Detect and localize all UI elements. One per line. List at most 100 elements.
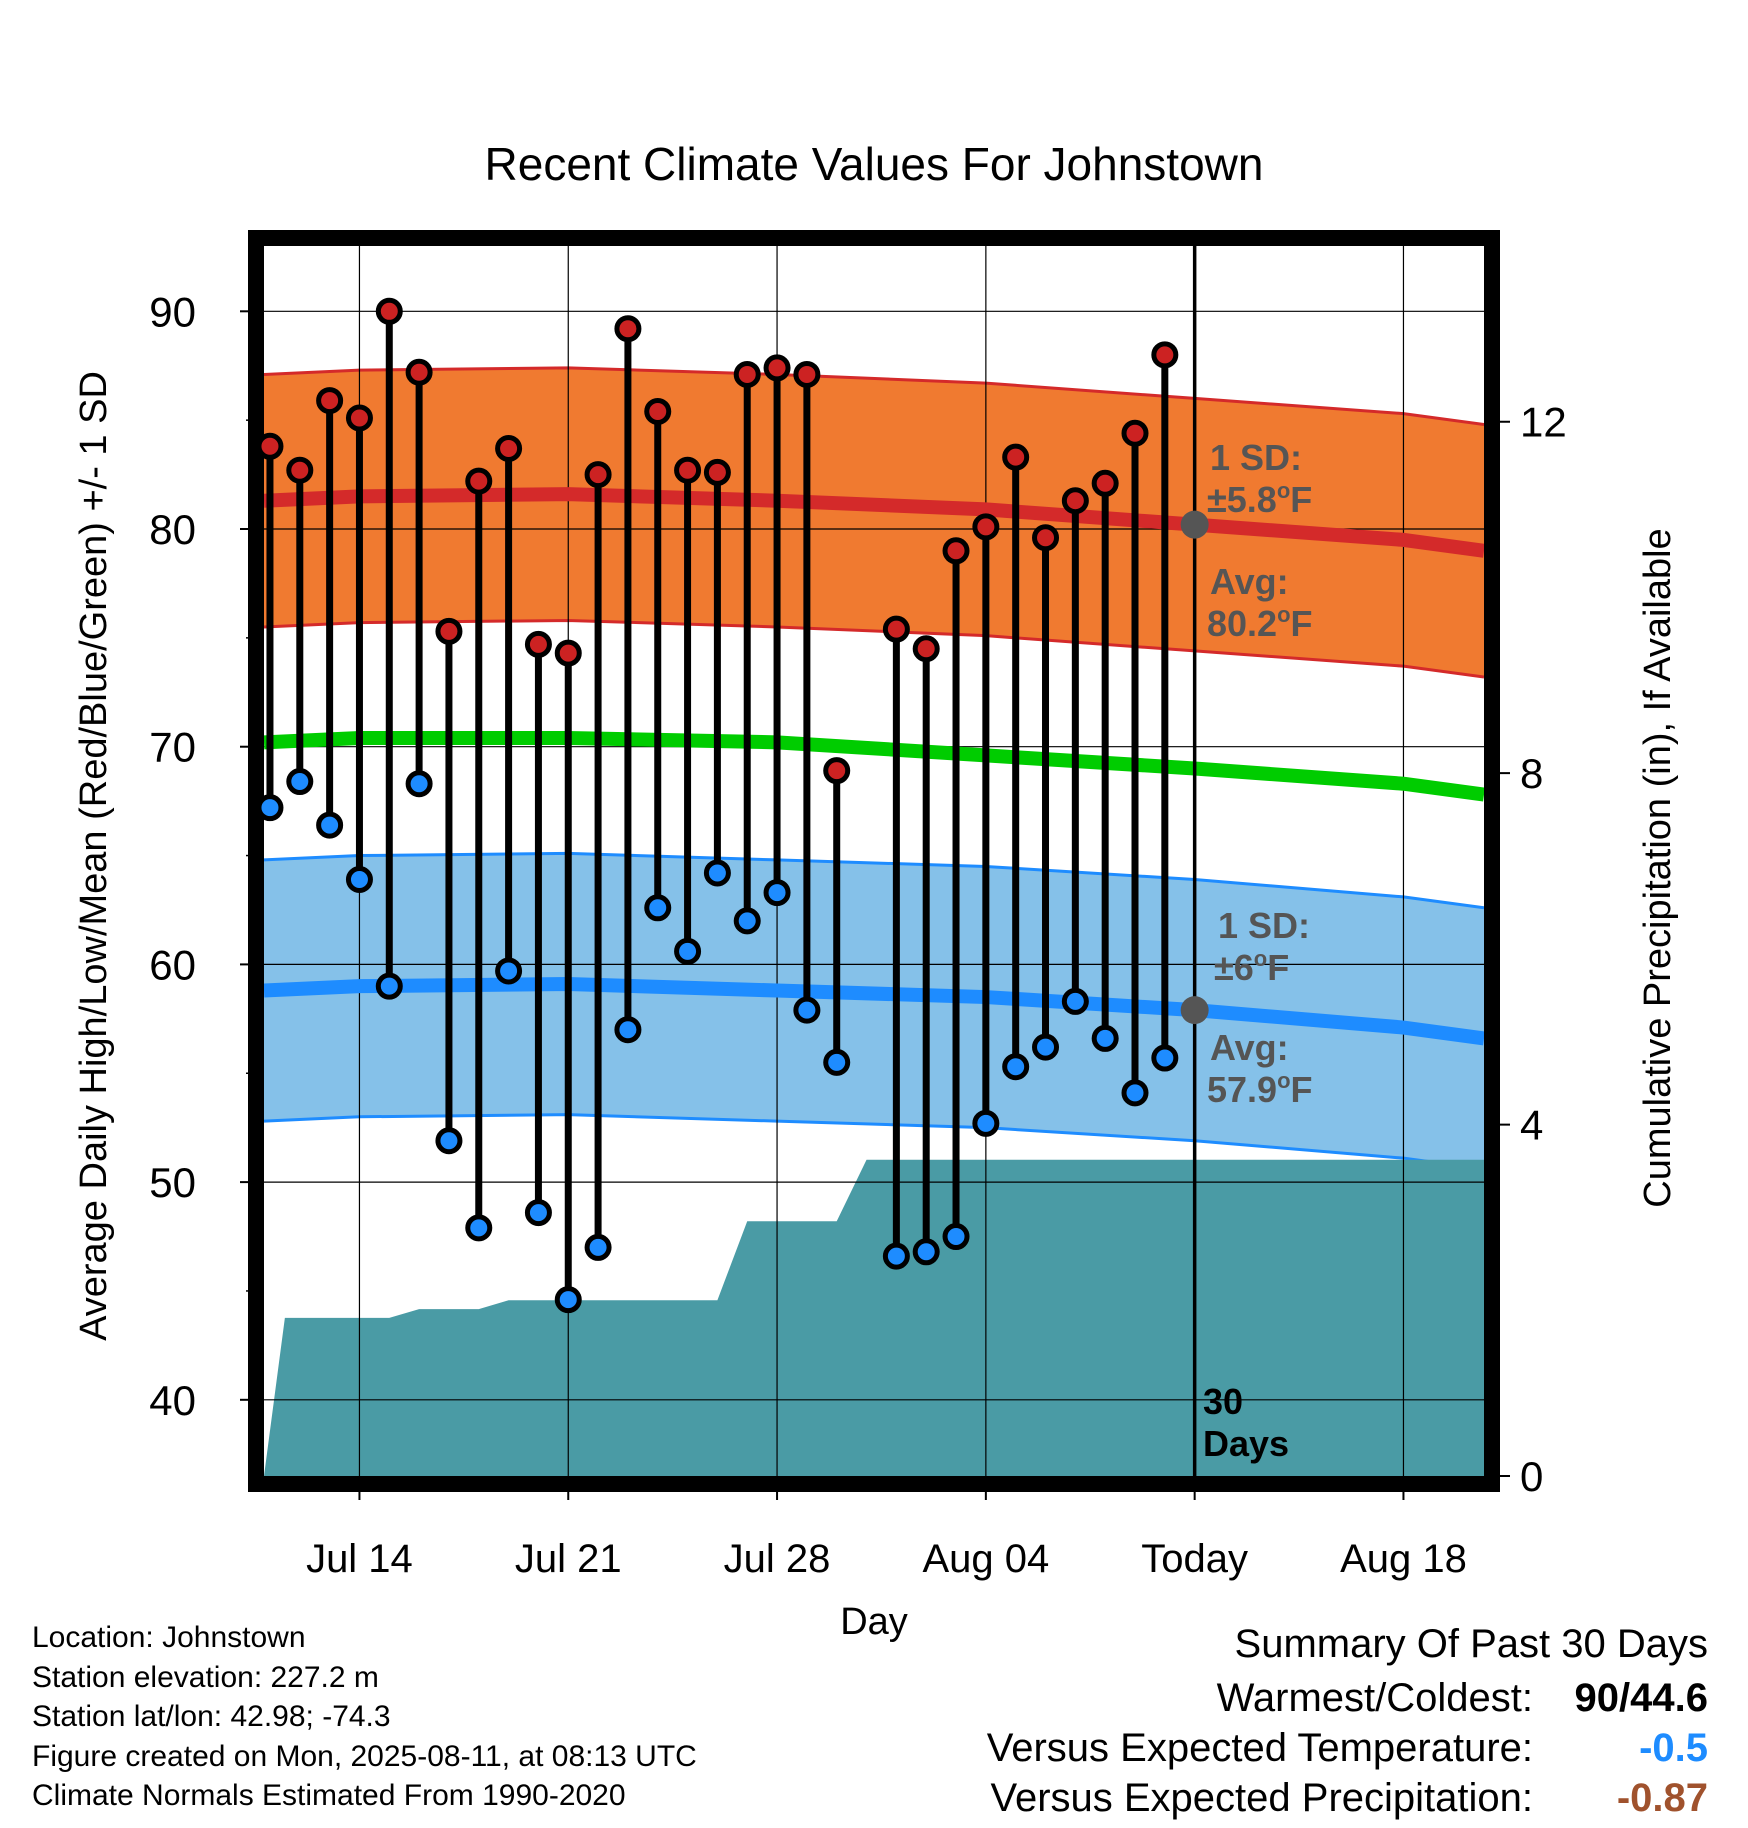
daily-high-point bbox=[286, 456, 314, 484]
daily-high-point bbox=[644, 397, 672, 425]
daily-low-point bbox=[554, 1286, 582, 1314]
daily-low-point bbox=[524, 1199, 552, 1227]
daily-low-point bbox=[763, 879, 791, 907]
daily-low-point bbox=[1061, 987, 1089, 1015]
temp-departure-value: -0.5 bbox=[1639, 1726, 1708, 1770]
y-tick-label: 70 bbox=[149, 724, 196, 771]
x-tick-label: Today bbox=[1141, 1537, 1248, 1581]
high-sd-upper-line bbox=[264, 366, 1484, 426]
daily-low-point bbox=[465, 1214, 493, 1242]
low-sd-lower-line bbox=[264, 1113, 1484, 1171]
y2-tick-label: 4 bbox=[1520, 1102, 1543, 1149]
daily-low-point bbox=[375, 972, 403, 1000]
y2-axis-label: Cumulative Precipitation (in), If Availa… bbox=[1637, 528, 1679, 1207]
cumulative-precip-area bbox=[264, 1159, 1484, 1476]
x-tick-label: Aug 04 bbox=[922, 1537, 1049, 1581]
daily-high-point bbox=[1032, 524, 1060, 552]
daily-high-point bbox=[584, 461, 612, 489]
y-axis-label: Average Daily High/Low/Mean (Red/Blue/Gr… bbox=[73, 371, 115, 1341]
daily-high-point bbox=[823, 757, 851, 785]
x-axis-label: Day bbox=[840, 1601, 908, 1643]
x-tick-label: Jul 14 bbox=[306, 1537, 413, 1581]
daily-high-point bbox=[1061, 487, 1089, 515]
high-sd-band bbox=[264, 367, 1484, 678]
today-low-avg-marker bbox=[1180, 996, 1209, 1025]
y-tick-label: 40 bbox=[149, 1377, 196, 1424]
daily-low-point bbox=[584, 1233, 612, 1261]
daily-low-point bbox=[614, 1016, 642, 1044]
daily-high-point bbox=[554, 639, 582, 667]
daily-high-point bbox=[1151, 341, 1179, 369]
daily-high-point bbox=[1121, 419, 1149, 447]
y-tick-label: 80 bbox=[149, 506, 196, 553]
x-tick-label: Jul 28 bbox=[724, 1537, 831, 1581]
daily-high-point bbox=[733, 360, 761, 388]
daily-high-point bbox=[703, 458, 731, 486]
x-tick-label: Jul 21 bbox=[515, 1537, 622, 1581]
daily-high-point bbox=[1002, 443, 1030, 471]
daily-low-point bbox=[942, 1223, 970, 1251]
latlon-text: Station lat/lon: 42.98; -74.3 bbox=[32, 1700, 391, 1733]
daily-high-point bbox=[882, 615, 910, 643]
today-high-avg-marker bbox=[1180, 510, 1209, 539]
daily-high-point bbox=[495, 434, 523, 462]
warmest-coldest-value: 90/44.6 bbox=[1574, 1676, 1708, 1720]
precip-departure-label: Versus Expected Precipitation: bbox=[990, 1776, 1533, 1820]
high-sd-lower-line bbox=[264, 618, 1484, 679]
daily-low-point bbox=[286, 768, 314, 796]
daily-high-point bbox=[465, 467, 493, 495]
daily-low-point bbox=[435, 1127, 463, 1155]
daily-low-point bbox=[1121, 1079, 1149, 1107]
x-tick-label: Aug 18 bbox=[1340, 1537, 1467, 1581]
summary-row-temperature: Versus Expected Temperature: -0.5 bbox=[987, 1726, 1708, 1776]
daily-high-point bbox=[375, 297, 403, 325]
daily-low-point bbox=[644, 894, 672, 922]
low-sd-value: ±6oF bbox=[1214, 946, 1289, 988]
window-unit-label: Days bbox=[1203, 1423, 1289, 1464]
low-avg-value: 57.9oF bbox=[1207, 1068, 1313, 1110]
daily-low-point bbox=[316, 811, 344, 839]
temp-departure-label: Versus Expected Temperature: bbox=[986, 1726, 1533, 1770]
created-text: Figure created on Mon, 2025-08-11, at 08… bbox=[32, 1739, 697, 1773]
daily-low-point bbox=[912, 1238, 940, 1266]
daily-high-point bbox=[435, 617, 463, 645]
precip-departure-value: -0.87 bbox=[1616, 1776, 1708, 1820]
daily-low-point bbox=[1002, 1053, 1030, 1081]
daily-low-point bbox=[733, 907, 761, 935]
plot-frame bbox=[248, 230, 1500, 1492]
low-sd-label: 1 SD: bbox=[1218, 905, 1310, 946]
window-count-label: 30 bbox=[1203, 1381, 1243, 1422]
daily-low-point bbox=[1151, 1044, 1179, 1072]
high-sd-label: 1 SD: bbox=[1210, 437, 1302, 478]
summary-row-warmest-coldest: Warmest/Coldest: 90/44.6 bbox=[987, 1676, 1708, 1726]
daily-high-point bbox=[674, 456, 702, 484]
daily-low-point bbox=[823, 1048, 851, 1076]
daily-low-point bbox=[972, 1109, 1000, 1137]
summary-panel: Summary Of Past 30 Days Warmest/Coldest:… bbox=[987, 1622, 1708, 1826]
y2-tick-label: 12 bbox=[1520, 399, 1567, 446]
daily-high-point bbox=[912, 635, 940, 663]
y-tick-label: 50 bbox=[149, 1159, 196, 1206]
daily-low-point bbox=[495, 957, 523, 985]
location-text: Location: Johnstown bbox=[32, 1621, 306, 1654]
daily-low-point bbox=[345, 866, 373, 894]
daily-high-point bbox=[972, 513, 1000, 541]
elevation-text: Station elevation: 227.2 m bbox=[32, 1660, 379, 1694]
normals-text: Climate Normals Estimated From 1990-2020 bbox=[32, 1779, 626, 1812]
daily-low-point bbox=[1091, 1024, 1119, 1052]
low-avg-label: Avg: bbox=[1210, 1027, 1289, 1068]
daily-low-point bbox=[674, 937, 702, 965]
summary-title: Summary Of Past 30 Days bbox=[1234, 1622, 1708, 1666]
daily-high-point bbox=[763, 354, 791, 382]
daily-high-point bbox=[316, 387, 344, 415]
daily-low-point bbox=[793, 996, 821, 1024]
y-tick-label: 90 bbox=[149, 288, 196, 335]
daily-low-point bbox=[1032, 1033, 1060, 1061]
daily-temperature-points bbox=[256, 297, 1179, 1314]
chart-title: Recent Climate Values For Johnstown bbox=[485, 138, 1264, 190]
normal-high-line bbox=[264, 487, 1484, 558]
daily-low-point bbox=[703, 859, 731, 887]
daily-high-point bbox=[793, 360, 821, 388]
